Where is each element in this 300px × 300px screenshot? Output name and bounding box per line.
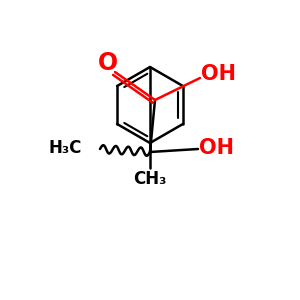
Text: CH₃: CH₃ (133, 170, 167, 188)
Text: OH: OH (199, 138, 233, 158)
Text: OH: OH (200, 64, 236, 84)
Text: O: O (98, 51, 118, 75)
Text: H₃C: H₃C (49, 139, 82, 157)
